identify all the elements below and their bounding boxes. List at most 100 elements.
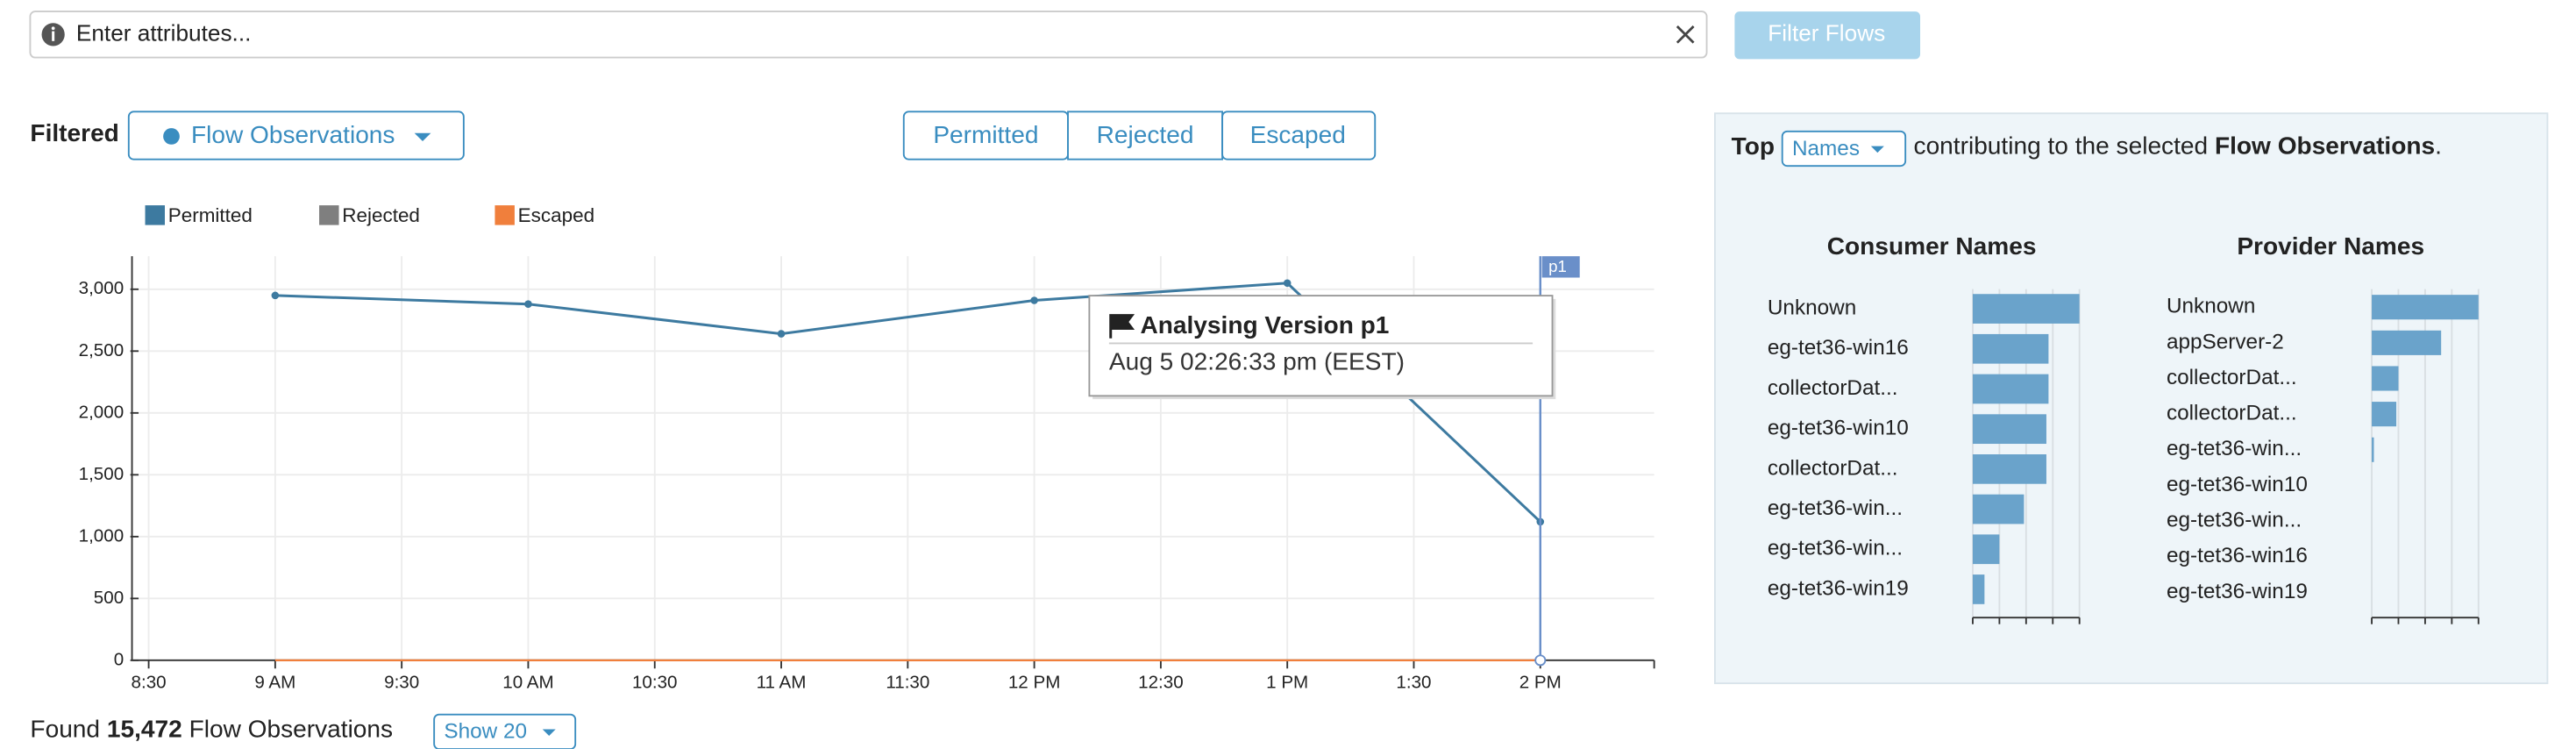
info-icon-i: [52, 31, 55, 41]
tab-label: Escaped: [1250, 121, 1346, 148]
bar-chart-title: Consumer Names: [1827, 232, 2037, 260]
bar: [1972, 494, 2025, 524]
flow-dropdown[interactable]: [127, 111, 465, 160]
point: [1030, 296, 1038, 304]
bar: [1972, 333, 2049, 364]
y-tick-label: 2,000: [79, 402, 125, 422]
bar-label: collectorDat...: [1768, 456, 1898, 480]
bar-label: eg-tet36-win...: [2167, 437, 2302, 460]
x-tick-label: 11 AM: [757, 673, 807, 693]
y-tick-label: 1,000: [79, 525, 125, 546]
caret: [414, 132, 431, 142]
point: [524, 300, 532, 309]
y-tick-label: 3,000: [79, 278, 125, 298]
bar: [1972, 454, 2046, 484]
x-tick-label: 8:30: [132, 673, 167, 693]
legend-swatch: [495, 205, 515, 225]
x-tick-label: 2 PM: [1519, 673, 1562, 693]
top-text-end: .: [2435, 132, 2442, 160]
y-tick-label: 2,500: [79, 340, 125, 360]
bar-label: collectorDat...: [2167, 402, 2297, 425]
legend-swatch: [319, 205, 339, 225]
legend-label: Permitted: [168, 204, 253, 226]
bar: [1972, 414, 2046, 445]
x-tick-label: 9 AM: [254, 673, 295, 693]
found-text: Found 15,472 Flow Observations: [30, 716, 393, 743]
version-flag: [1541, 256, 1580, 278]
overlay: p1 Analysing Version p1 Aug 5 02:26:33 pm …: [1088, 256, 1580, 667]
bar-label: eg-tet36-win19: [1768, 576, 1909, 600]
tab-label: Permitted: [933, 121, 1038, 148]
x-tick-label: 9:30: [384, 673, 419, 693]
x-tick-label: 1 PM: [1266, 673, 1308, 693]
bar-label: eg-tet36-win16: [2167, 544, 2308, 567]
names-dropdown[interactable]: [1781, 130, 1907, 168]
bar-label: appServer-2: [2167, 330, 2284, 353]
bar-label: eg-tet36-win...: [2167, 508, 2302, 531]
point: [1283, 279, 1292, 288]
legend-label: Escaped: [518, 204, 594, 226]
bar: [1972, 574, 1985, 604]
bar: [1972, 294, 2080, 324]
show-dropdown[interactable]: [433, 713, 577, 749]
top-text-plain: contributing to the selected: [1914, 132, 2209, 160]
x-tick-label: 11:30: [886, 673, 929, 693]
bar-label: eg-tet36-win...: [1768, 496, 1903, 520]
caret: [1870, 146, 1884, 153]
filter-button-label: Filter Flows: [1768, 19, 1885, 46]
top-text-bold: Flow Observations: [2215, 132, 2435, 160]
bar: [2372, 366, 2399, 391]
found-suffix: Flow Observations: [189, 716, 394, 743]
bar: [2372, 330, 2442, 355]
dropdown-dot: [163, 128, 180, 145]
bar: [1972, 534, 2000, 565]
filter-button[interactable]: [1734, 11, 1921, 60]
names-dropdown-label: Names: [1792, 137, 1860, 160]
search-placeholder: Enter attributes...: [76, 19, 252, 46]
bar-label: eg-tet36-win10: [1768, 417, 1909, 440]
search-box[interactable]: [29, 11, 1708, 59]
bar-chart-title: Provider Names: [2237, 232, 2424, 260]
top-panel: [1713, 112, 2549, 685]
bar-label: eg-tet36-win16: [1768, 336, 1909, 360]
x-tick-label: 1:30: [1396, 673, 1431, 693]
found-count: 15,472: [107, 716, 182, 743]
legend-swatch: [145, 205, 165, 225]
point: [777, 330, 786, 338]
tooltip: [1088, 295, 1554, 397]
caret: [542, 729, 556, 737]
found-prefix: Found: [30, 716, 100, 743]
clear-icon[interactable]: [1676, 25, 1695, 44]
point: [271, 291, 280, 300]
tab[interactable]: [1221, 111, 1377, 160]
tab-label: Rejected: [1097, 121, 1194, 148]
y-tick-label: 0: [114, 649, 124, 669]
bar-label: Unknown: [1768, 296, 1856, 320]
bar-label: eg-tet36-win19: [2167, 580, 2308, 603]
bar: [2372, 437, 2374, 462]
bar-label: collectorDat...: [1768, 376, 1898, 400]
bar-label: eg-tet36-win...: [1768, 537, 1903, 560]
flow-dropdown-label: Flow Observations: [191, 121, 395, 148]
bar-label: Unknown: [2167, 295, 2255, 318]
version-flag-label: p1: [1548, 257, 1567, 275]
x-tick-label: 10:30: [632, 673, 678, 693]
top-prefix: Top: [1732, 132, 1775, 160]
tab[interactable]: [1067, 111, 1224, 160]
y-tick-label: 1,500: [79, 464, 125, 484]
version-dot: [1534, 654, 1547, 667]
y-tick-label: 500: [94, 588, 124, 608]
legend-label: Rejected: [342, 204, 420, 226]
bar-label: collectorDat...: [2167, 366, 2297, 389]
bar: [2372, 402, 2397, 427]
filtered-label: Filtered: [30, 119, 118, 146]
x-tick-label: 12 PM: [1008, 673, 1061, 693]
x-tick-label: 10 AM: [502, 673, 553, 693]
top-text: contributing to the selected Flow Observ…: [1914, 132, 2442, 160]
x-tick-label: 12:30: [1138, 673, 1184, 693]
bar: [1972, 374, 2049, 404]
show-dropdown-label: Show 20: [444, 720, 527, 744]
tooltip-time: Aug 5 02:26:33 pm (EEST): [1109, 347, 1405, 374]
